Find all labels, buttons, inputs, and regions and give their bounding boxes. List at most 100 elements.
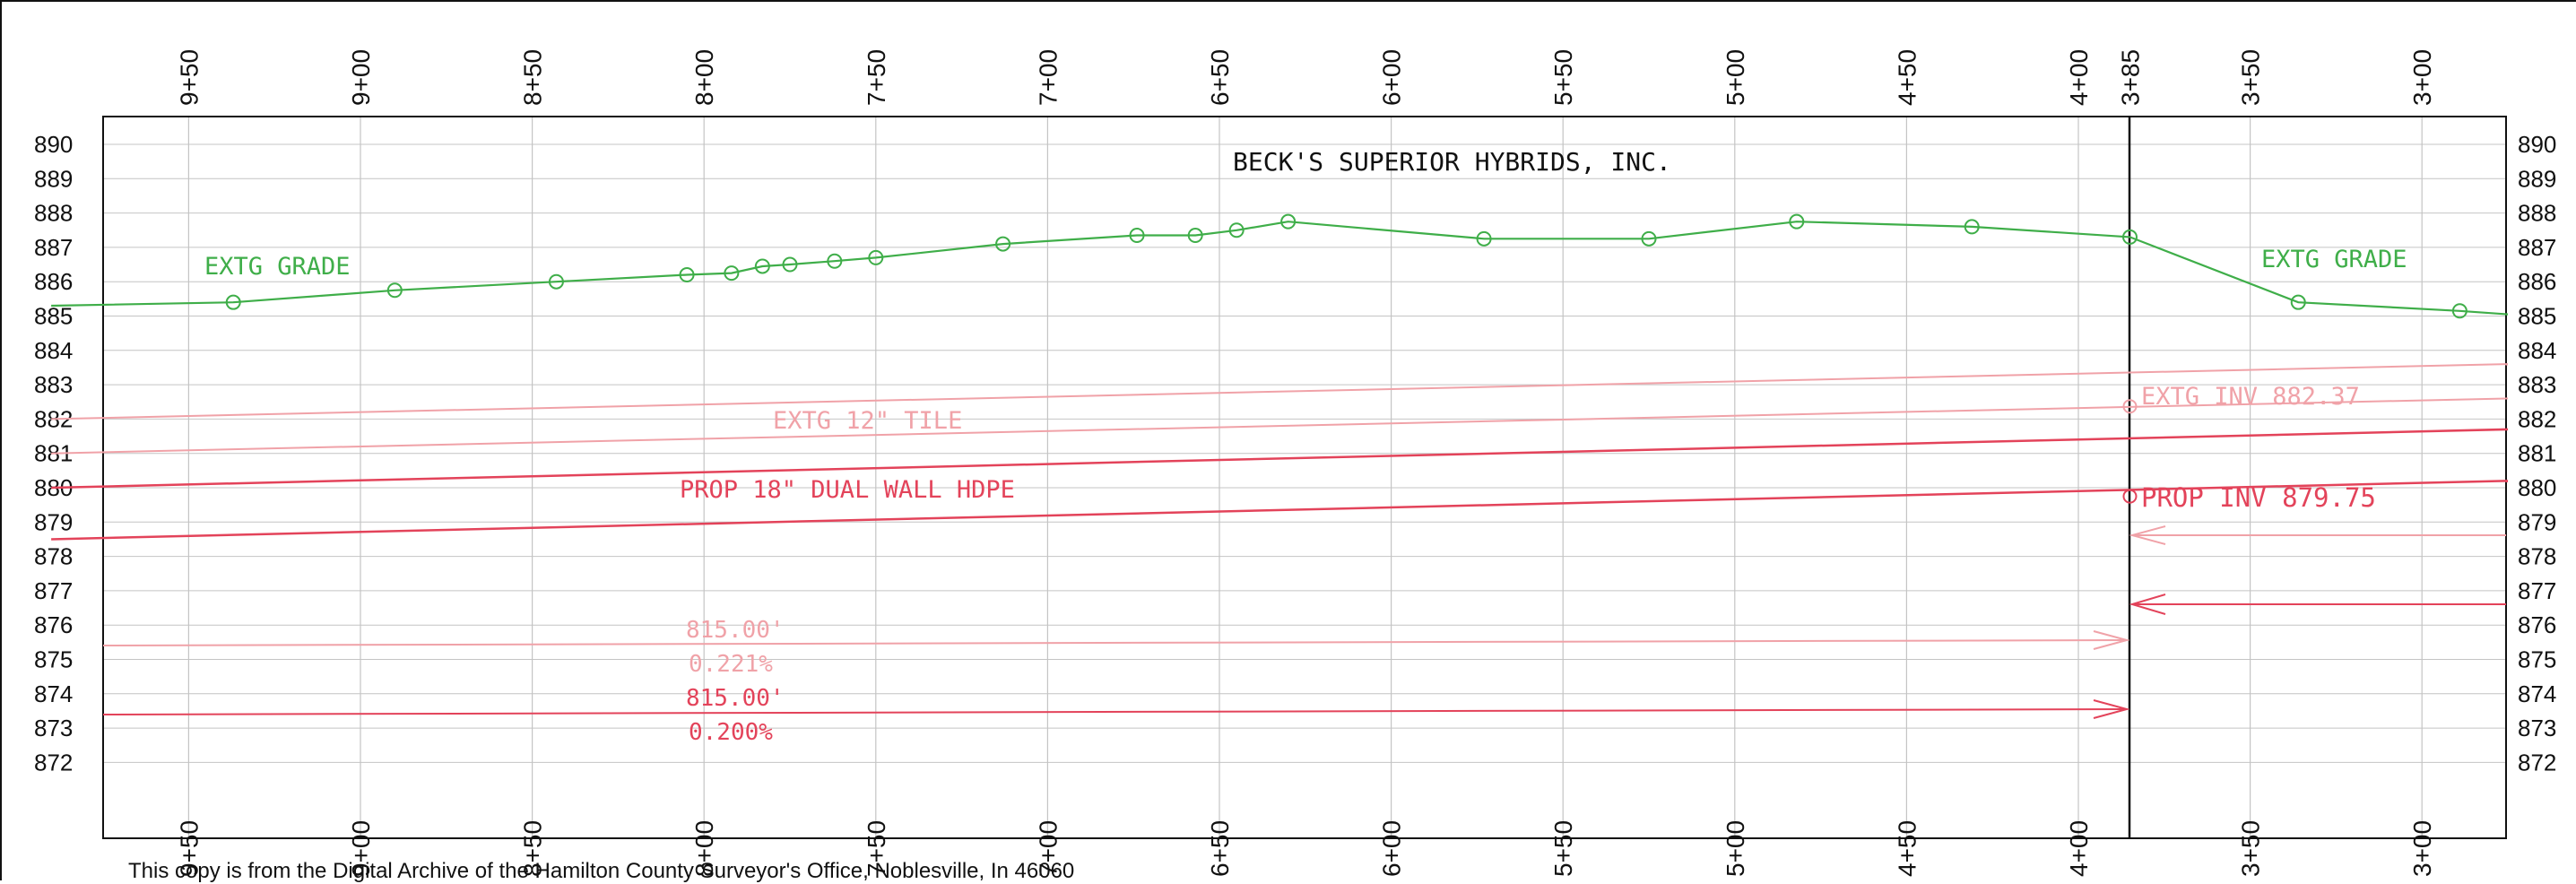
elevation-label: 882 xyxy=(2518,405,2556,432)
station-label-bottom: 6+50 xyxy=(1206,820,1234,877)
station-label-top: 8+50 xyxy=(519,49,547,106)
extg-tile-bottom-line xyxy=(51,397,2509,455)
elevation-label: 878 xyxy=(34,543,73,570)
station-label-bottom: 3+50 xyxy=(2237,820,2265,877)
station-label-top: 9+50 xyxy=(175,49,203,106)
prop-length-label: 815.00' xyxy=(686,685,785,712)
plot-frame xyxy=(102,116,2507,839)
station-label-top: 8+00 xyxy=(690,49,718,106)
elevation-label: 883 xyxy=(2518,371,2556,398)
grade-line xyxy=(51,221,2509,316)
elevation-label: 886 xyxy=(2518,268,2556,295)
elevation-label: 874 xyxy=(34,680,73,707)
station-label-bottom: 9+50 xyxy=(175,820,203,877)
arrow-head-4 xyxy=(2093,699,2130,719)
grade-shot-point xyxy=(386,282,403,299)
grade-shot-point xyxy=(1187,227,1203,243)
elevation-label: 890 xyxy=(2518,131,2556,158)
right-elevation-labels: 890 889 888 887 886 885 884 883 882 881 880 879 878 8… xyxy=(2518,131,2556,776)
station-gridlines xyxy=(187,117,2423,838)
elevation-label: 877 xyxy=(34,577,73,604)
grade-shot-point xyxy=(548,273,564,290)
elevation-gridlines xyxy=(103,143,2506,763)
extg-slope-label: 0.221% xyxy=(689,651,773,678)
grade-shot-point xyxy=(1129,227,1145,243)
station-label-bottom: 9+00 xyxy=(347,820,375,877)
grade-shot-point xyxy=(1280,213,1297,230)
elevation-label: 887 xyxy=(2518,234,2556,261)
grade-shot-point xyxy=(995,236,1011,252)
arrow-shaft-3 xyxy=(102,639,2128,646)
station-label-top: 6+00 xyxy=(1378,49,1406,106)
extg-tile-top-line xyxy=(51,363,2509,420)
extg-tile-label: EXTG 12" TILE xyxy=(773,407,962,435)
extg-grade-label-right: EXTG GRADE xyxy=(2261,246,2407,273)
elevation-label: 873 xyxy=(34,715,73,741)
station-label-bottom: 5+50 xyxy=(1549,820,1577,877)
arrow-head-2 xyxy=(2129,594,2166,615)
station-label-top: 3+50 xyxy=(2237,49,2265,106)
arrow-head-1 xyxy=(2129,525,2166,545)
station-label-top: 5+00 xyxy=(1722,49,1749,106)
elevation-label: 883 xyxy=(34,371,73,398)
elevation-label: 880 xyxy=(2518,474,2556,501)
elevation-label: 885 xyxy=(2518,303,2556,330)
grade-shot-point xyxy=(782,256,798,273)
prop-invert-point xyxy=(2122,489,2138,504)
arrow-head-3 xyxy=(2093,630,2130,650)
elevation-label: 888 xyxy=(2518,200,2556,227)
top-station-labels: 9+50 9+00 8+50 8+00 7+50 7+00 6+50 6+00 5+50 5+00… xyxy=(175,49,2436,106)
station-label-top: 3+00 xyxy=(2408,49,2436,106)
existing-grade-profile xyxy=(51,213,2509,319)
elevation-label: 887 xyxy=(34,234,73,261)
prop-pipe-bottom-line xyxy=(51,480,2509,541)
station-label-top: 7+50 xyxy=(863,49,890,106)
grade-shot-point xyxy=(827,253,843,269)
pipe-lines xyxy=(51,363,2509,541)
elevation-label: 890 xyxy=(34,131,73,158)
elevation-label: 889 xyxy=(34,165,73,192)
flow-arrows xyxy=(102,525,2506,719)
extg-invert-label: EXTG INV 882.37 xyxy=(2141,383,2360,411)
bottom-station-labels: 9+50 9+00 8+50 8+00 7+50 7+00 6+50 6+00 5+50 5+00… xyxy=(175,820,2436,877)
station-label-bottom: 6+00 xyxy=(1378,820,1406,877)
left-elevation-labels: 8908898888878868858848838828818808798788… xyxy=(34,131,73,776)
archive-footer: This copy is from the Digital Archive of… xyxy=(128,859,1075,883)
elevation-label: 885 xyxy=(34,303,73,330)
elevation-label: 873 xyxy=(2518,715,2556,741)
elevation-label: 874 xyxy=(2518,680,2556,707)
station-label-bottom: 5+00 xyxy=(1722,820,1749,877)
station-label-top: 3+85 xyxy=(2116,49,2144,106)
grade-shot-point xyxy=(2451,303,2468,319)
grade-shot-point xyxy=(1641,230,1657,247)
grade-shot-point xyxy=(1476,230,1492,247)
extg-grade-label-left: EXTG GRADE xyxy=(204,253,351,281)
grade-shot-point xyxy=(724,265,740,282)
station-label-bottom: 4+50 xyxy=(1893,820,1921,877)
prop-slope-label: 0.200% xyxy=(689,719,773,746)
elevation-label: 881 xyxy=(2518,440,2556,467)
elevation-label: 889 xyxy=(2518,165,2556,192)
elevation-label: 878 xyxy=(2518,543,2556,570)
elevation-label: 884 xyxy=(34,337,73,364)
station-label-top: 7+00 xyxy=(1034,49,1062,106)
elevation-label: 879 xyxy=(34,508,73,535)
elevation-label: 876 xyxy=(34,611,73,638)
prop-pipe-label: PROP 18" DUAL WALL HDPE xyxy=(680,476,1015,504)
elevation-label: 875 xyxy=(34,646,73,673)
grade-shot-point xyxy=(1964,219,1980,235)
grade-shot-point xyxy=(1789,213,1805,230)
station-label-bottom: 8+50 xyxy=(519,820,547,877)
elevation-label: 884 xyxy=(2518,337,2556,364)
station-label-bottom: 4+00 xyxy=(2065,820,2093,877)
prop-pipe-top-line xyxy=(51,428,2509,490)
elevation-label: 888 xyxy=(34,200,73,227)
elevation-label: 886 xyxy=(34,268,73,295)
station-label-top: 4+00 xyxy=(2065,49,2093,106)
station-label-top: 4+50 xyxy=(1893,49,1921,106)
elevation-label: 877 xyxy=(2518,577,2556,604)
station-label-bottom: 8+00 xyxy=(690,820,718,877)
grade-shot-point xyxy=(225,294,241,310)
extg-invert-point xyxy=(2122,399,2138,414)
